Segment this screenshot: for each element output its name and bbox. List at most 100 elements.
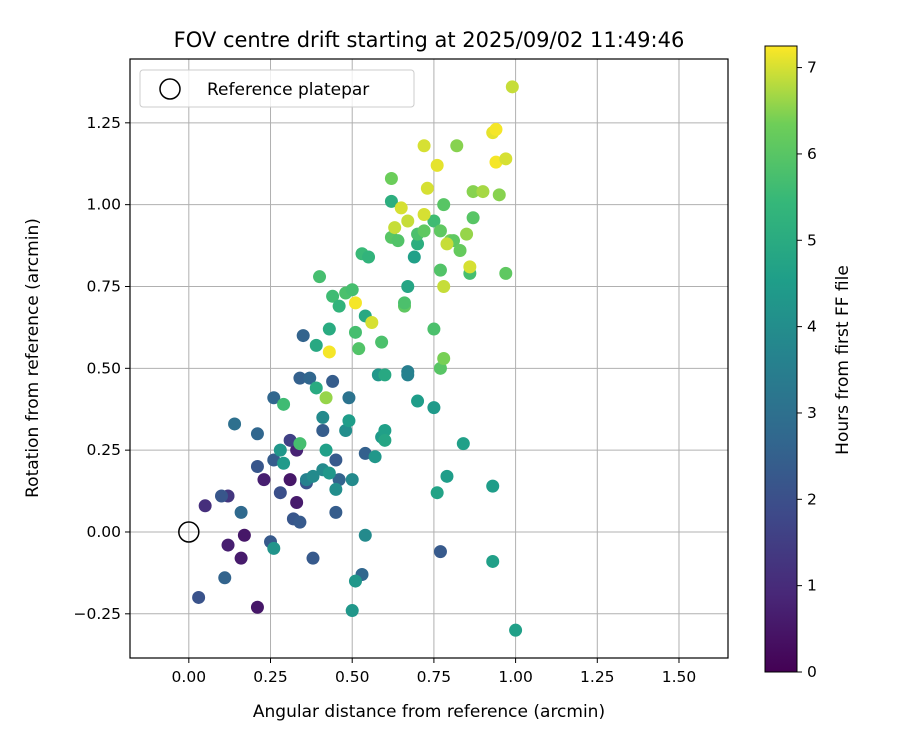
data-point — [214, 489, 228, 503]
data-point — [492, 188, 506, 202]
data-point — [250, 460, 264, 474]
plot-frame — [129, 58, 729, 659]
chart-title: FOV centre drift starting at 2025/09/02 … — [174, 28, 685, 52]
data-point — [329, 482, 343, 496]
data-point — [319, 391, 333, 405]
data-point — [362, 250, 376, 264]
colorbar-tick-label: 1 — [807, 577, 817, 595]
data-point — [267, 453, 281, 467]
legend-marker-reference — [159, 78, 181, 100]
data-point — [237, 528, 251, 542]
data-point — [332, 299, 346, 313]
data-point — [277, 456, 291, 470]
data-point — [394, 201, 408, 215]
x-tick-label: 1.50 — [662, 668, 697, 686]
x-tick-label: 0.00 — [172, 668, 207, 686]
data-point — [433, 545, 447, 559]
data-point — [306, 551, 320, 565]
data-point — [309, 381, 323, 395]
colorbar-tick-label: 5 — [807, 231, 817, 249]
data-point — [437, 279, 451, 293]
y-tick-label: 1.25 — [86, 114, 121, 132]
data-point — [420, 181, 434, 195]
data-point — [234, 551, 248, 565]
data-point — [250, 427, 264, 441]
data-point — [198, 499, 212, 513]
data-point — [427, 214, 441, 228]
data-point — [273, 443, 287, 457]
data-point — [466, 185, 480, 199]
data-point — [322, 322, 336, 336]
data-point — [345, 283, 359, 297]
data-point — [397, 296, 411, 310]
data-point — [433, 224, 447, 238]
colorbar-tick-label: 6 — [807, 145, 817, 163]
data-point — [430, 158, 444, 172]
data-point — [401, 214, 415, 228]
data-point — [499, 266, 513, 280]
data-point — [313, 270, 327, 284]
data-point — [322, 466, 336, 480]
data-point — [417, 207, 431, 221]
y-axis-label: Rotation from reference (arcmin) — [23, 218, 43, 498]
data-point — [348, 296, 362, 310]
colorbar-ticks: 0 1 2 3 4 5 6 7 — [797, 59, 817, 681]
data-point — [453, 243, 467, 257]
data-point — [221, 538, 235, 552]
data-point — [303, 371, 317, 385]
data-point — [277, 397, 291, 411]
data-point — [384, 194, 398, 208]
data-point — [218, 571, 232, 585]
data-point — [250, 600, 264, 614]
data-point — [456, 437, 470, 451]
data-point — [417, 139, 431, 153]
data-point — [417, 224, 431, 238]
colorbar-ramp — [764, 45, 798, 673]
data-point — [332, 473, 346, 487]
data-point — [296, 329, 310, 343]
data-point — [293, 515, 307, 529]
x-tick-label: 0.50 — [335, 668, 370, 686]
data-point — [342, 391, 356, 405]
data-point — [326, 289, 340, 303]
legend: Reference platepar — [139, 69, 415, 108]
data-point — [293, 437, 307, 451]
data-point — [433, 361, 447, 375]
data-point — [499, 152, 513, 166]
y-tick-label: 0.00 — [86, 523, 121, 541]
legend-box — [139, 69, 415, 108]
y-tick-label: 0.25 — [86, 441, 121, 459]
data-point — [322, 345, 336, 359]
data-point — [234, 505, 248, 519]
data-point — [407, 250, 421, 264]
colorbar: 0 1 2 3 4 5 6 7 Hours from first FF file — [764, 45, 853, 681]
data-point — [427, 401, 441, 415]
data-point — [378, 368, 392, 382]
colorbar-tick-label: 3 — [807, 404, 817, 422]
data-point — [352, 342, 366, 356]
data-point — [460, 227, 474, 241]
y-tick-label: 0.75 — [86, 277, 121, 295]
data-point — [486, 554, 500, 568]
data-point — [339, 424, 353, 438]
data-point — [283, 433, 297, 447]
data-point — [440, 469, 454, 483]
data-point — [401, 368, 415, 382]
data-point — [342, 414, 356, 428]
data-point — [489, 155, 503, 169]
data-point — [401, 279, 415, 293]
reference-marker — [178, 521, 200, 543]
data-point — [430, 486, 444, 500]
data-point — [365, 315, 379, 329]
data-point — [283, 473, 297, 487]
data-point — [316, 424, 330, 438]
data-point — [293, 371, 307, 385]
y-tick-label: 0.50 — [86, 359, 121, 377]
data-point — [368, 450, 382, 464]
data-point — [309, 338, 323, 352]
colorbar-tick-label: 2 — [807, 490, 817, 508]
colorbar-label: Hours from first FF file — [833, 265, 853, 455]
grid-lines — [130, 59, 728, 658]
data-point — [411, 237, 425, 251]
data-point — [192, 590, 206, 604]
